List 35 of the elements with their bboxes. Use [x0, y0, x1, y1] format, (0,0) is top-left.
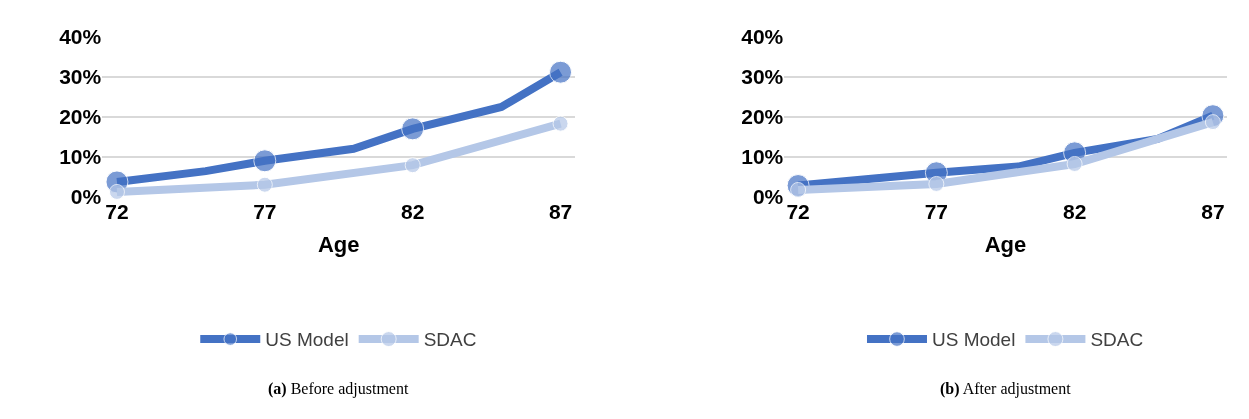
x-axis-title: Age	[317, 231, 360, 257]
point	[256, 176, 273, 193]
x-axis-title: Age	[984, 231, 1027, 257]
x-tick-label: 82	[1062, 199, 1087, 223]
y-tick-label: 30%	[59, 65, 102, 89]
y-tick-label: 30%	[741, 65, 784, 89]
y-tick-label: 40%	[741, 25, 784, 49]
y-tick-label: 40%	[59, 25, 102, 49]
y-tick-label: 20%	[59, 105, 102, 129]
y-tick-label: 0%	[752, 185, 784, 209]
point	[404, 157, 421, 174]
point	[401, 117, 425, 141]
legend-label: US Model	[265, 329, 349, 351]
y-tick-label: 10%	[59, 145, 102, 169]
y-tick-label: 10%	[741, 145, 784, 169]
point	[1066, 155, 1083, 172]
x-tick-label: 87	[1201, 199, 1225, 223]
legend-label: SDAC	[1090, 329, 1144, 351]
y-tick-label: 20%	[741, 105, 784, 129]
x-tick-label: 77	[253, 199, 277, 223]
x-tick-label: 77	[924, 199, 949, 223]
text: (a) Before adjustment	[268, 380, 409, 398]
legend-label: SDAC	[423, 329, 477, 351]
text: (b) After adjustment	[940, 380, 1072, 398]
x-tick-label: 72	[105, 199, 129, 223]
point	[549, 60, 573, 84]
point	[253, 149, 277, 173]
point	[552, 115, 569, 132]
x-tick-label: 72	[786, 199, 810, 223]
y-tick-label: 0%	[70, 185, 102, 209]
legend-label: US Model	[931, 329, 1016, 351]
x-tick-label: 87	[548, 199, 573, 223]
point	[108, 183, 125, 200]
x-tick-label: 82	[401, 199, 425, 223]
point	[928, 175, 945, 192]
